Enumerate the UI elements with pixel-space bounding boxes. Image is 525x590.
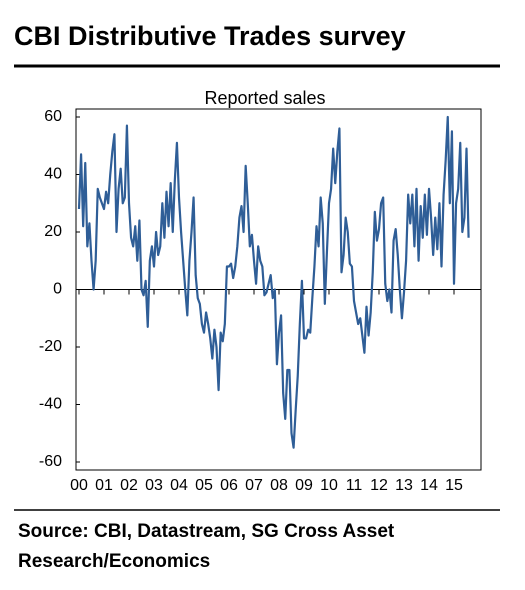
x-tick-label: 07 [245, 477, 263, 494]
series-line [77, 115, 470, 449]
x-tick-label: 03 [145, 477, 163, 494]
y-tick-label: -40 [39, 396, 62, 413]
y-tick-label: -60 [39, 453, 62, 470]
x-tick-label: 13 [395, 477, 413, 494]
x-tick-label: 01 [95, 477, 113, 494]
x-tick-label: 00 [70, 477, 88, 494]
y-tick-label: 40 [44, 166, 62, 183]
page-title: CBI Distributive Trades survey [14, 21, 406, 51]
x-tick-label: 11 [346, 477, 363, 494]
y-tick-label: 20 [44, 223, 62, 240]
x-tick-label: 12 [370, 477, 388, 494]
x-tick-label: 06 [220, 477, 238, 494]
chart-title: Reported sales [204, 88, 325, 108]
x-tick-label: 05 [195, 477, 213, 494]
x-tick-label: 15 [445, 477, 463, 494]
x-tick-label: 04 [170, 477, 188, 494]
x-tick-label: 10 [320, 477, 338, 494]
x-tick-label: 09 [295, 477, 313, 494]
x-tick-label: 14 [420, 477, 438, 494]
y-tick-label: 0 [53, 281, 62, 298]
source: Research/Economics [18, 551, 210, 572]
y-tick-label: 60 [44, 108, 62, 125]
x-tick-label: 02 [120, 477, 138, 494]
y-tick-label: -20 [39, 338, 62, 355]
x-tick-label: 08 [270, 477, 288, 494]
source: Source: CBI, Datastream, SG Cross Asset [18, 521, 395, 542]
